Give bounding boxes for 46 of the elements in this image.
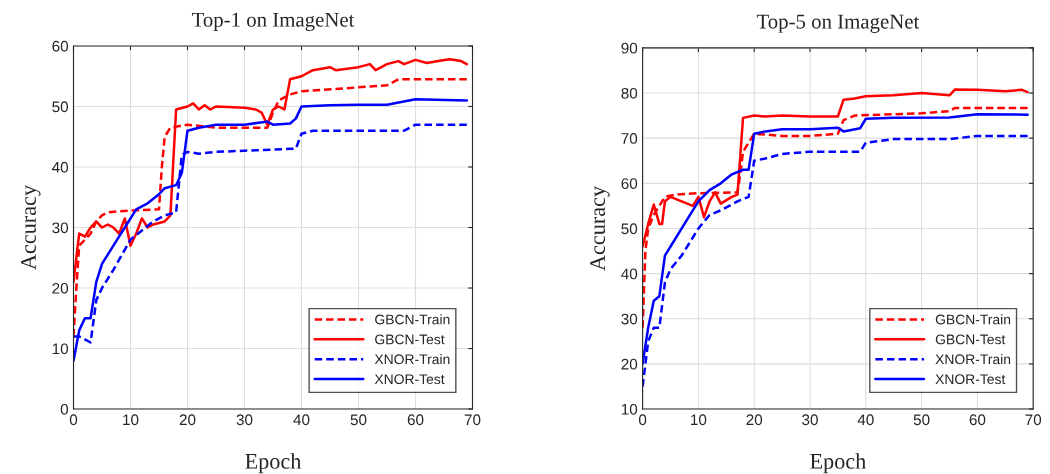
y-tick-label: 30: [52, 222, 69, 234]
x-tick-label: 70: [1025, 414, 1042, 426]
x-tick-label: 0: [638, 414, 647, 426]
y-tick-label: 50: [621, 223, 638, 235]
x-axis-title: Epoch: [245, 453, 302, 474]
y-tick-label: 80: [621, 87, 638, 99]
legend-label: XNOR-Train: [935, 354, 1011, 365]
y-tick-label: 20: [52, 282, 69, 294]
legend-label: XNOR-Test: [374, 374, 445, 385]
y-tick-label: 20: [621, 358, 638, 370]
chart-title: Top-5 on ImageNet: [756, 14, 920, 33]
y-tick-label: 60: [52, 40, 69, 52]
legend-label: GBCN-Train: [375, 314, 450, 325]
y-tick-label: 50: [52, 101, 69, 113]
x-tick-label: 60: [969, 414, 986, 426]
x-tick-label: 60: [407, 414, 424, 426]
x-tick-label: 10: [123, 414, 139, 426]
x-tick-label: 30: [236, 414, 253, 426]
x-tick-label: 20: [746, 414, 763, 426]
y-tick-label: 30: [621, 313, 638, 325]
x-tick-label: 30: [802, 414, 818, 426]
x-tick-label: 0: [69, 414, 78, 426]
legend-label: GBCN-Train: [935, 314, 1011, 325]
y-tick-label: 40: [621, 268, 638, 280]
y-tick-label: 0: [60, 403, 69, 415]
y-tick-label: 70: [621, 133, 638, 144]
legend-label: GBCN-Test: [375, 334, 445, 345]
y-tick-label: 10: [52, 343, 69, 355]
y-axis-title: Accuracy: [590, 186, 610, 271]
legend-label: XNOR-Train: [374, 354, 450, 365]
x-tick-label: 50: [913, 414, 930, 426]
x-tick-label: 40: [857, 414, 874, 426]
x-tick-label: 10: [691, 414, 707, 426]
x-tick-label: 70: [464, 414, 481, 426]
y-tick-label: 60: [621, 178, 638, 190]
y-tick-label: 90: [621, 42, 638, 54]
x-tick-label: 50: [350, 414, 367, 426]
x-axis-title: Epoch: [810, 453, 866, 474]
chart-title: Top-1 on ImageNet: [191, 12, 355, 32]
y-axis-title: Accuracy: [21, 185, 41, 270]
y-tick-label: 10: [621, 403, 638, 415]
y-tick-label: 40: [52, 161, 69, 173]
x-tick-label: 20: [179, 414, 196, 426]
x-tick-label: 40: [293, 414, 310, 426]
legend-label: GBCN-Test: [935, 334, 1006, 345]
legend-label: XNOR-Test: [935, 374, 1006, 385]
